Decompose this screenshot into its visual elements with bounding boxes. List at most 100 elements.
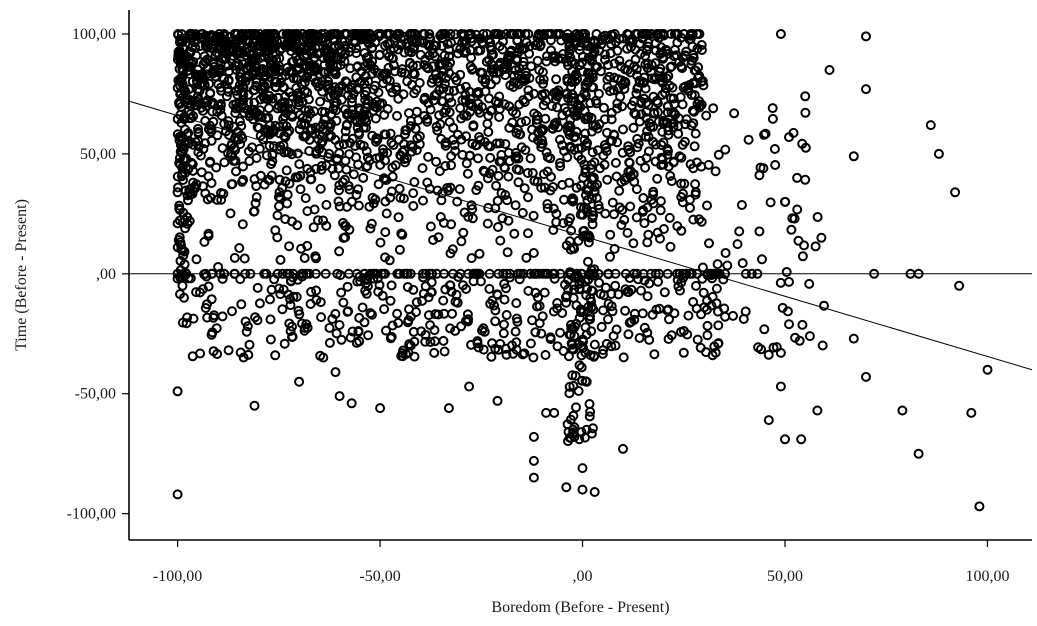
data-point xyxy=(500,343,511,354)
data-point xyxy=(292,148,303,159)
data-point xyxy=(449,140,460,150)
data-point xyxy=(616,176,627,187)
data-point xyxy=(250,198,261,209)
data-point xyxy=(780,196,790,207)
data-point xyxy=(547,123,558,134)
data-point xyxy=(249,97,260,108)
data-point xyxy=(466,52,477,63)
data-point xyxy=(295,43,305,54)
data-point xyxy=(313,215,323,226)
data-point xyxy=(299,253,310,263)
data-point xyxy=(516,117,527,128)
data-point xyxy=(650,58,661,69)
data-point xyxy=(647,309,658,320)
data-point xyxy=(203,228,214,239)
data-point xyxy=(643,146,654,157)
data-point xyxy=(428,235,439,245)
data-point xyxy=(267,156,278,167)
data-point xyxy=(386,280,397,291)
data-point xyxy=(541,147,552,158)
data-point xyxy=(333,40,344,51)
data-point xyxy=(655,233,665,244)
data-point xyxy=(404,339,415,350)
data-point xyxy=(607,306,618,317)
data-point xyxy=(650,45,661,56)
data-point xyxy=(389,66,400,77)
data-point xyxy=(359,317,370,328)
data-point xyxy=(373,179,384,190)
data-point xyxy=(591,29,602,39)
data-point xyxy=(571,29,582,39)
data-point xyxy=(352,83,363,94)
data-point xyxy=(637,308,648,319)
data-point xyxy=(617,205,628,215)
data-point xyxy=(619,214,630,225)
y-tick-label: -100,00 xyxy=(67,506,116,523)
data-point xyxy=(614,185,625,196)
data-point xyxy=(363,38,374,49)
data-point xyxy=(698,287,709,298)
data-point xyxy=(363,76,374,87)
data-point xyxy=(478,344,489,355)
data-point xyxy=(316,312,327,323)
data-point xyxy=(341,120,352,131)
data-point xyxy=(535,74,546,85)
data-point xyxy=(490,74,501,85)
data-point xyxy=(797,138,808,149)
data-point xyxy=(528,472,539,483)
data-point xyxy=(364,155,375,166)
data-point xyxy=(642,29,653,39)
data-point xyxy=(557,308,568,318)
data-point xyxy=(306,286,317,297)
data-point xyxy=(347,105,358,116)
data-point xyxy=(573,235,584,246)
data-point xyxy=(360,278,371,289)
data-point xyxy=(602,174,613,185)
data-point xyxy=(394,244,405,255)
data-point xyxy=(686,55,697,66)
data-point xyxy=(618,352,629,363)
data-point xyxy=(262,79,272,90)
data-point xyxy=(425,320,436,331)
data-point xyxy=(548,225,559,235)
data-point xyxy=(458,227,469,238)
data-point xyxy=(353,326,364,336)
data-point xyxy=(531,118,542,129)
data-point xyxy=(425,221,436,232)
data-point xyxy=(340,232,351,243)
data-point xyxy=(178,65,189,76)
data-point xyxy=(810,241,821,252)
data-point xyxy=(338,297,349,308)
data-point xyxy=(457,95,468,106)
data-point xyxy=(265,334,276,345)
data-point xyxy=(338,217,349,228)
data-point xyxy=(493,98,504,108)
data-point xyxy=(602,74,613,85)
data-point xyxy=(281,165,292,176)
data-point xyxy=(556,53,567,64)
data-point xyxy=(261,30,272,41)
data-point xyxy=(582,195,593,206)
data-point xyxy=(180,60,191,71)
data-point xyxy=(491,180,502,191)
data-point xyxy=(270,350,281,361)
data-point xyxy=(311,163,321,174)
data-point xyxy=(423,310,434,321)
data-point xyxy=(380,129,391,140)
data-point xyxy=(351,189,362,200)
data-point xyxy=(609,209,619,220)
data-point xyxy=(346,82,357,93)
data-point xyxy=(625,201,636,212)
data-point xyxy=(555,161,566,172)
data-point xyxy=(252,315,263,326)
data-point xyxy=(800,107,811,118)
data-point xyxy=(352,122,363,133)
data-point xyxy=(775,381,786,392)
data-point xyxy=(479,137,490,147)
data-point xyxy=(484,168,495,179)
data-point xyxy=(478,29,489,39)
data-point xyxy=(209,99,219,110)
data-point xyxy=(273,192,284,202)
y-axis-title: Time (Before - Present) xyxy=(13,199,30,351)
data-point xyxy=(465,98,476,109)
